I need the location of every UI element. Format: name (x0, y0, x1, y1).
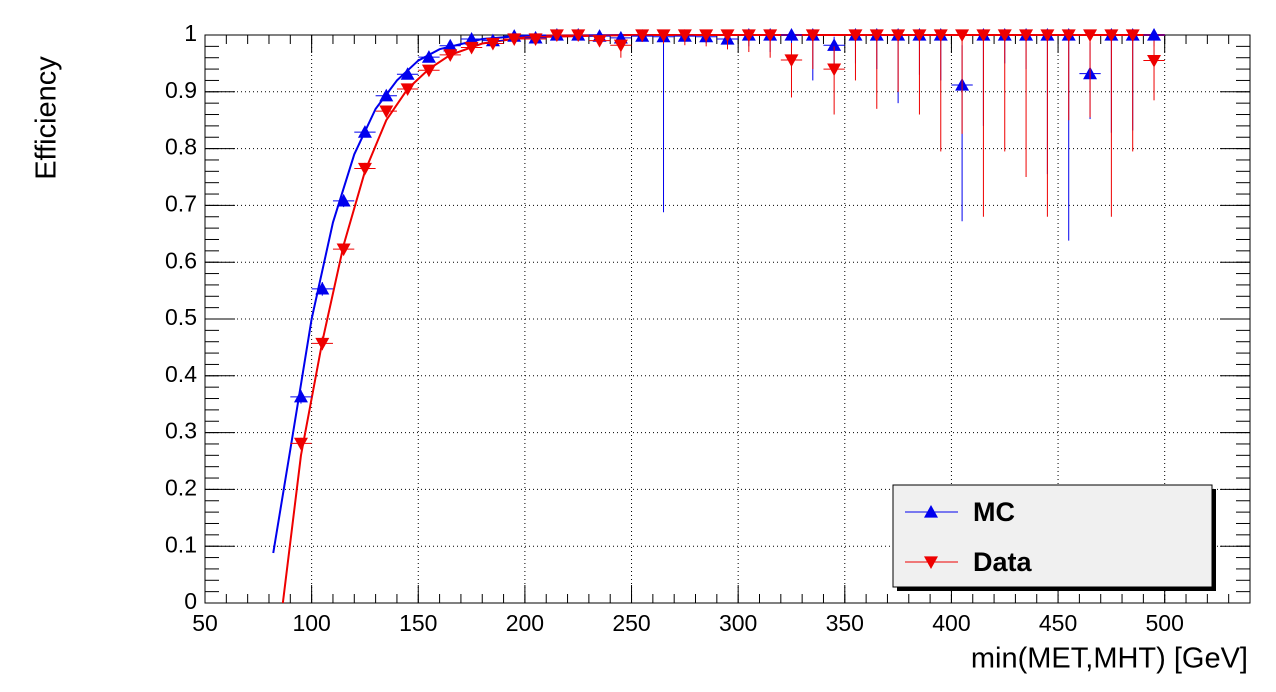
marker (805, 29, 820, 42)
marker (421, 64, 436, 78)
marker (891, 29, 906, 42)
x-tick-label: 350 (826, 610, 864, 636)
marker (827, 38, 842, 51)
marker (571, 29, 586, 42)
marker (293, 389, 308, 403)
marker (720, 29, 735, 42)
marker (357, 162, 372, 176)
marker (741, 29, 756, 42)
marker (1147, 54, 1162, 68)
y-tick-label: 0.5 (165, 304, 197, 330)
marker (379, 105, 394, 119)
x-tick-label: 500 (1146, 610, 1184, 636)
marker (549, 29, 564, 42)
marker (485, 37, 500, 51)
y-tick-label: 0.1 (165, 531, 197, 557)
marker (357, 125, 372, 138)
marker (784, 54, 799, 67)
marker (1083, 29, 1098, 42)
x-tick-label: 200 (506, 610, 544, 636)
marker (421, 50, 436, 63)
marker (869, 29, 884, 42)
marker (912, 29, 927, 42)
y-tick-label: 0 (184, 588, 197, 614)
marker (507, 33, 522, 46)
marker (592, 35, 607, 48)
marker (976, 29, 991, 42)
marker (400, 67, 415, 80)
marker (827, 63, 842, 77)
marker (315, 281, 330, 295)
marker (933, 29, 948, 42)
x-tick-label: 150 (399, 610, 437, 636)
marker (336, 193, 351, 207)
legend-label: Data (973, 547, 1033, 577)
marker (784, 28, 799, 41)
x-tick-label: 300 (719, 610, 757, 636)
marker (464, 41, 479, 55)
marker (656, 29, 671, 42)
marker (1104, 29, 1119, 42)
marker (997, 29, 1012, 42)
x-tick-label: 50 (192, 610, 218, 636)
marker (336, 243, 351, 257)
marker (699, 29, 714, 42)
x-tick-label: 100 (292, 610, 330, 636)
marker (315, 337, 330, 351)
legend (892, 484, 1213, 588)
marker (613, 39, 628, 53)
x-tick-label: 450 (1039, 610, 1077, 636)
marker (924, 505, 938, 518)
marker (848, 29, 863, 42)
y-tick-label: 0.8 (165, 134, 197, 160)
y-tick-label: 1 (184, 20, 197, 46)
marker (1019, 29, 1034, 42)
marker (1040, 29, 1055, 42)
marker (400, 83, 415, 96)
fit-curve (272, 34, 1165, 554)
marker (1147, 28, 1162, 41)
x-tick-label: 400 (932, 610, 970, 636)
x-axis-title: min(MET,MHT) [GeV] (971, 643, 1248, 675)
y-tick-label: 0.4 (165, 361, 197, 387)
y-tick-label: 0.6 (165, 247, 197, 273)
marker (528, 33, 543, 46)
y-tick-label: 0.7 (165, 190, 197, 216)
marker (443, 38, 458, 52)
marker (379, 88, 394, 102)
y-tick-label: 0.3 (165, 418, 197, 444)
marker (443, 49, 458, 62)
marker (924, 556, 938, 569)
marker (464, 31, 479, 45)
y-tick-label: 0.9 (165, 77, 197, 103)
y-axis-title: Efficiency (31, 56, 63, 180)
marker (763, 29, 778, 42)
marker (955, 29, 970, 42)
marker (677, 29, 692, 42)
marker (635, 29, 650, 42)
x-tick-label: 250 (612, 610, 650, 636)
legend-label: MC (973, 497, 1015, 527)
y-tick-label: 0.2 (165, 474, 197, 500)
marker (293, 437, 308, 451)
marker (1125, 29, 1140, 42)
marker (1061, 29, 1076, 42)
